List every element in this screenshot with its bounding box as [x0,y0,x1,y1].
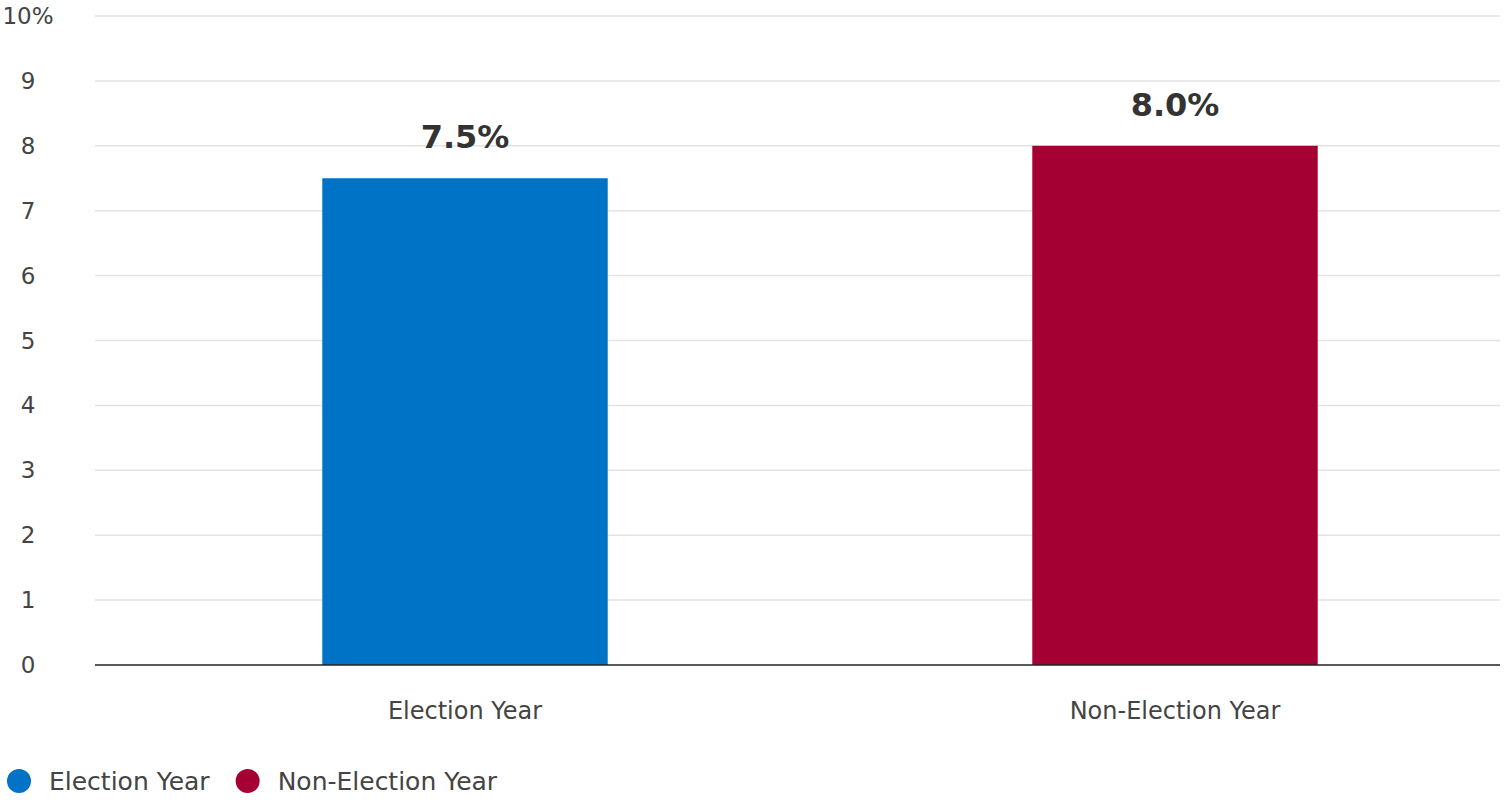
y-tick-label: 4 [21,392,36,418]
data-label: 8.0% [1131,86,1220,124]
bar [1032,146,1317,665]
y-tick-label: 5 [21,328,36,354]
grid-line [95,15,1500,17]
legend: Election Year Non-Election Year [7,767,498,796]
x-axis-line [95,664,1500,666]
legend-swatch [7,769,31,793]
chart: 0 1 2 3 4 5 6 7 8 9 10% 7.5% 8.0% Election Year Non-El… [0,0,1504,806]
legend-swatch [236,769,260,793]
y-tick-label: 8 [21,133,36,159]
y-tick-label: 9 [21,68,36,94]
bars [322,146,1317,665]
y-tick-label: 2 [21,522,36,548]
x-tick-label: Non-Election Year [1070,697,1281,725]
y-tick-label: 1 [21,587,36,613]
y-tick-label: 7 [21,198,36,224]
x-tick-label: Election Year [388,697,542,725]
bar [322,178,607,665]
y-tick-label: 10% [2,3,53,29]
legend-label: Non-Election Year [278,767,498,796]
data-label: 7.5% [421,118,510,156]
y-tick-label: 6 [21,263,36,289]
grid-line [95,80,1500,82]
legend-label: Election Year [49,767,210,796]
y-tick-label: 0 [21,652,36,678]
y-tick-label: 3 [21,457,36,483]
